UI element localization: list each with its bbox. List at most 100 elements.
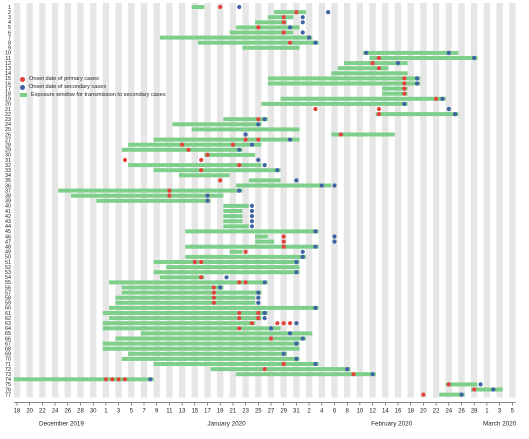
- exposure-window-bar: [121, 285, 224, 290]
- exposure-window-bar: [261, 101, 408, 106]
- primary-onset-dot: [116, 377, 121, 382]
- y-tick-label: 4: [8, 20, 11, 26]
- x-tick-label: 4: [320, 409, 324, 415]
- y-tick-label: 59: [5, 301, 11, 307]
- day-band: [394, 3, 402, 398]
- secondary-onset-dot: [313, 229, 318, 234]
- day-band: [369, 3, 376, 398]
- primary-onset-dot: [281, 244, 286, 249]
- exposure-window-bar: [229, 30, 294, 35]
- secondary-onset-dot: [332, 183, 337, 188]
- x-tick-label: 8: [346, 409, 350, 415]
- exposure-window-bar: [223, 219, 243, 224]
- primary-onset-dot: [351, 372, 356, 377]
- exposure-window-bar: [96, 198, 211, 203]
- exposure-window-bar: [109, 305, 319, 310]
- secondary-onset-dot: [275, 168, 280, 173]
- day-band: [305, 3, 313, 398]
- secondary-onset-dot: [300, 15, 305, 20]
- secondary-onset-dot: [287, 137, 293, 142]
- primary-onset-dot: [281, 20, 286, 25]
- x-tick-label: 5: [130, 409, 134, 415]
- exposure-window-bar: [153, 168, 281, 173]
- day-band: [344, 3, 351, 398]
- exposure-window-bar: [223, 209, 243, 213]
- primary-onset-dot: [237, 310, 242, 316]
- exposure-window-bar: [109, 316, 262, 321]
- y-tick-label: 64: [5, 326, 11, 332]
- secondary-onset-dot: [224, 275, 229, 280]
- y-tick-label: 17: [5, 86, 11, 92]
- y-tick-label: 7: [8, 35, 11, 41]
- secondary-onset-dot: [262, 280, 267, 285]
- primary-onset-dot: [211, 300, 216, 305]
- secondary-onset-dot: [294, 321, 299, 326]
- secondary-onset-dot: [446, 106, 451, 112]
- primary-onset-dot: [243, 280, 248, 285]
- exposure-window-bar: [102, 346, 300, 351]
- y-tick-label: 49: [5, 250, 11, 256]
- y-tick-label: 56: [5, 285, 11, 291]
- exposure-window-bar: [223, 203, 249, 208]
- exposure-window-bar: [375, 112, 459, 117]
- x-tick-label: 22: [433, 409, 440, 415]
- day-band: [407, 3, 414, 398]
- y-tick-label: 8: [8, 41, 11, 47]
- x-tick-label: 22: [39, 409, 46, 415]
- y-tick-label: 67: [5, 341, 11, 347]
- day-band: [51, 3, 59, 398]
- x-tick-label: 1: [485, 409, 489, 415]
- primary-onset-dot: [256, 316, 261, 321]
- legend-marker-window: [20, 93, 27, 97]
- exposure-window-bar: [210, 367, 351, 372]
- secondary-onset-dot: [287, 331, 293, 336]
- exposure-window-bar: [140, 331, 313, 336]
- day-band: [255, 3, 262, 398]
- secondary-onset-dot: [446, 50, 451, 56]
- y-tick-label: 34: [5, 173, 11, 179]
- y-axis: 1234567891011121314151617181920212223242…: [5, 5, 11, 399]
- primary-onset-dot: [376, 55, 382, 61]
- x-tick-label: 12: [369, 409, 376, 415]
- x-tick-label: 7: [142, 409, 146, 415]
- primary-onset-dot: [186, 147, 191, 152]
- exposure-window-bar: [255, 239, 275, 244]
- primary-onset-dot: [281, 234, 286, 239]
- primary-onset-dot: [281, 15, 286, 20]
- exposure-window-bar: [121, 147, 243, 152]
- primary-onset-dot: [237, 316, 242, 321]
- exposure-window-bar: [102, 326, 281, 331]
- y-tick-label: 9: [8, 46, 11, 52]
- secondary-onset-dot: [313, 361, 318, 367]
- secondary-onset-dot: [256, 295, 261, 300]
- y-tick-label: 46: [5, 234, 11, 240]
- y-tick-label: 43: [5, 219, 11, 225]
- exposure-window-bar: [369, 56, 478, 60]
- y-tick-label: 35: [5, 178, 11, 184]
- exposure-window-bar: [121, 290, 262, 295]
- exposure-window-bar: [185, 229, 319, 234]
- y-tick-label: 47: [5, 239, 11, 245]
- day-band: [39, 3, 46, 398]
- day-band: [229, 3, 237, 398]
- secondary-onset-dot: [262, 117, 267, 122]
- primary-onset-dot: [167, 193, 172, 198]
- y-tick-label: 66: [5, 336, 11, 342]
- exposure-window-bar: [178, 173, 230, 178]
- primary-onset-dot: [472, 387, 477, 392]
- secondary-onset-dot: [478, 382, 483, 387]
- primary-onset-dot: [243, 137, 248, 142]
- exposure-window-bar: [274, 10, 306, 15]
- secondary-onset-dot: [319, 183, 324, 188]
- x-tick-label: 6: [333, 409, 337, 415]
- exposure-window-bar: [153, 270, 300, 275]
- primary-onset-dot: [243, 249, 248, 254]
- secondary-onset-dot: [370, 372, 375, 377]
- y-tick-label: 38: [5, 194, 11, 200]
- exposure-window-bar: [166, 265, 300, 270]
- exposure-window-bar: [439, 392, 465, 397]
- exposure-window-bar: [128, 163, 262, 168]
- secondary-onset-dot: [345, 367, 350, 372]
- primary-onset-dot: [180, 142, 185, 147]
- y-tick-label: 69: [5, 352, 11, 358]
